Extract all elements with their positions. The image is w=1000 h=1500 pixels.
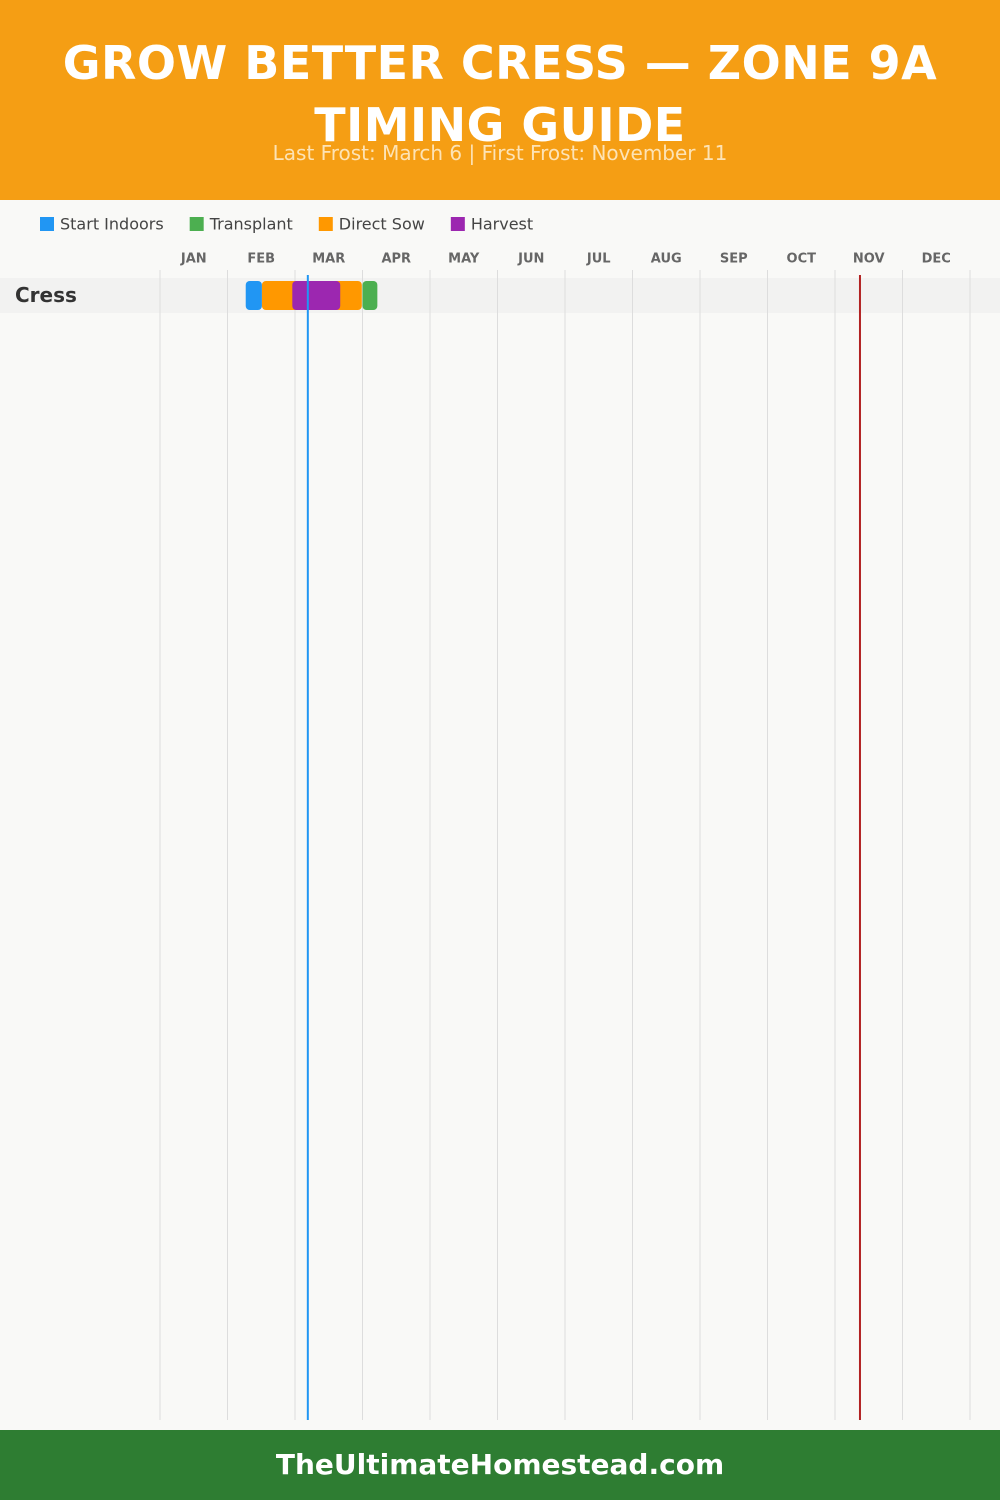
legend-label: Direct Sow bbox=[339, 215, 425, 234]
legend-swatch bbox=[189, 217, 204, 231]
timing-bar bbox=[362, 281, 378, 310]
footer: TheUltimateHomestead.com bbox=[0, 1430, 1000, 1500]
legend-swatch bbox=[40, 217, 54, 231]
month-label: SEP bbox=[720, 252, 748, 267]
legend-swatch bbox=[318, 217, 333, 231]
month-label: MAR bbox=[312, 252, 345, 267]
subtitle: Last Frost: March 6 | First Frost: Novem… bbox=[272, 141, 728, 165]
month-label: JUN bbox=[517, 252, 544, 267]
timing-bar bbox=[245, 281, 262, 310]
month-label: NOV bbox=[853, 252, 885, 267]
legend-swatch bbox=[450, 217, 465, 231]
month-label: JUL bbox=[586, 252, 611, 267]
header: GROW BETTER CRESS — ZONE 9A TIMING GUIDE… bbox=[0, 0, 1000, 200]
month-label: JAN bbox=[180, 252, 207, 267]
title: GROW BETTER CRESS — ZONE 9A TIMING GUIDE bbox=[62, 36, 938, 152]
row-label: Cress bbox=[15, 283, 77, 307]
row-band bbox=[0, 278, 1000, 313]
month-label: MAY bbox=[448, 252, 480, 267]
month-label: APR bbox=[381, 252, 411, 267]
month-label: AUG bbox=[651, 252, 682, 267]
legend-label: Start Indoors bbox=[60, 215, 164, 234]
legend-label: Harvest bbox=[471, 215, 533, 234]
legend-label: Transplant bbox=[209, 215, 293, 234]
timing-bar bbox=[292, 281, 341, 310]
month-label: DEC bbox=[922, 252, 951, 267]
chart: Start Indoors Transplant Direct Sow Harvest… bbox=[0, 215, 1000, 1420]
month-label: OCT bbox=[787, 252, 817, 267]
month-label: FEB bbox=[247, 252, 275, 267]
